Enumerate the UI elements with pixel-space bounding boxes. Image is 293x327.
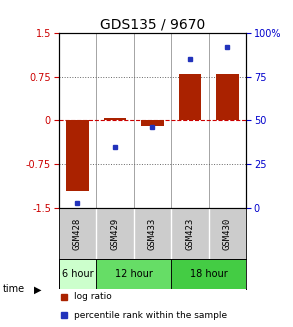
Bar — [59, 259, 96, 289]
Text: time: time — [3, 284, 25, 294]
Bar — [104, 117, 126, 120]
Bar — [216, 74, 239, 120]
Text: 18 hour: 18 hour — [190, 269, 227, 279]
Text: GSM433: GSM433 — [148, 217, 157, 250]
Text: GSM423: GSM423 — [185, 217, 194, 250]
Text: 12 hour: 12 hour — [115, 269, 153, 279]
Text: 6 hour: 6 hour — [62, 269, 93, 279]
Text: ▶: ▶ — [34, 284, 42, 294]
Text: percentile rank within the sample: percentile rank within the sample — [74, 311, 227, 319]
Bar — [66, 120, 88, 191]
Bar — [179, 74, 201, 120]
Bar — [171, 259, 246, 289]
Bar — [96, 259, 171, 289]
Bar — [141, 120, 163, 126]
Text: GSM429: GSM429 — [110, 217, 119, 250]
Text: GSM430: GSM430 — [223, 217, 232, 250]
Title: GDS135 / 9670: GDS135 / 9670 — [100, 18, 205, 31]
Text: log ratio: log ratio — [74, 292, 111, 301]
Text: GSM428: GSM428 — [73, 217, 82, 250]
